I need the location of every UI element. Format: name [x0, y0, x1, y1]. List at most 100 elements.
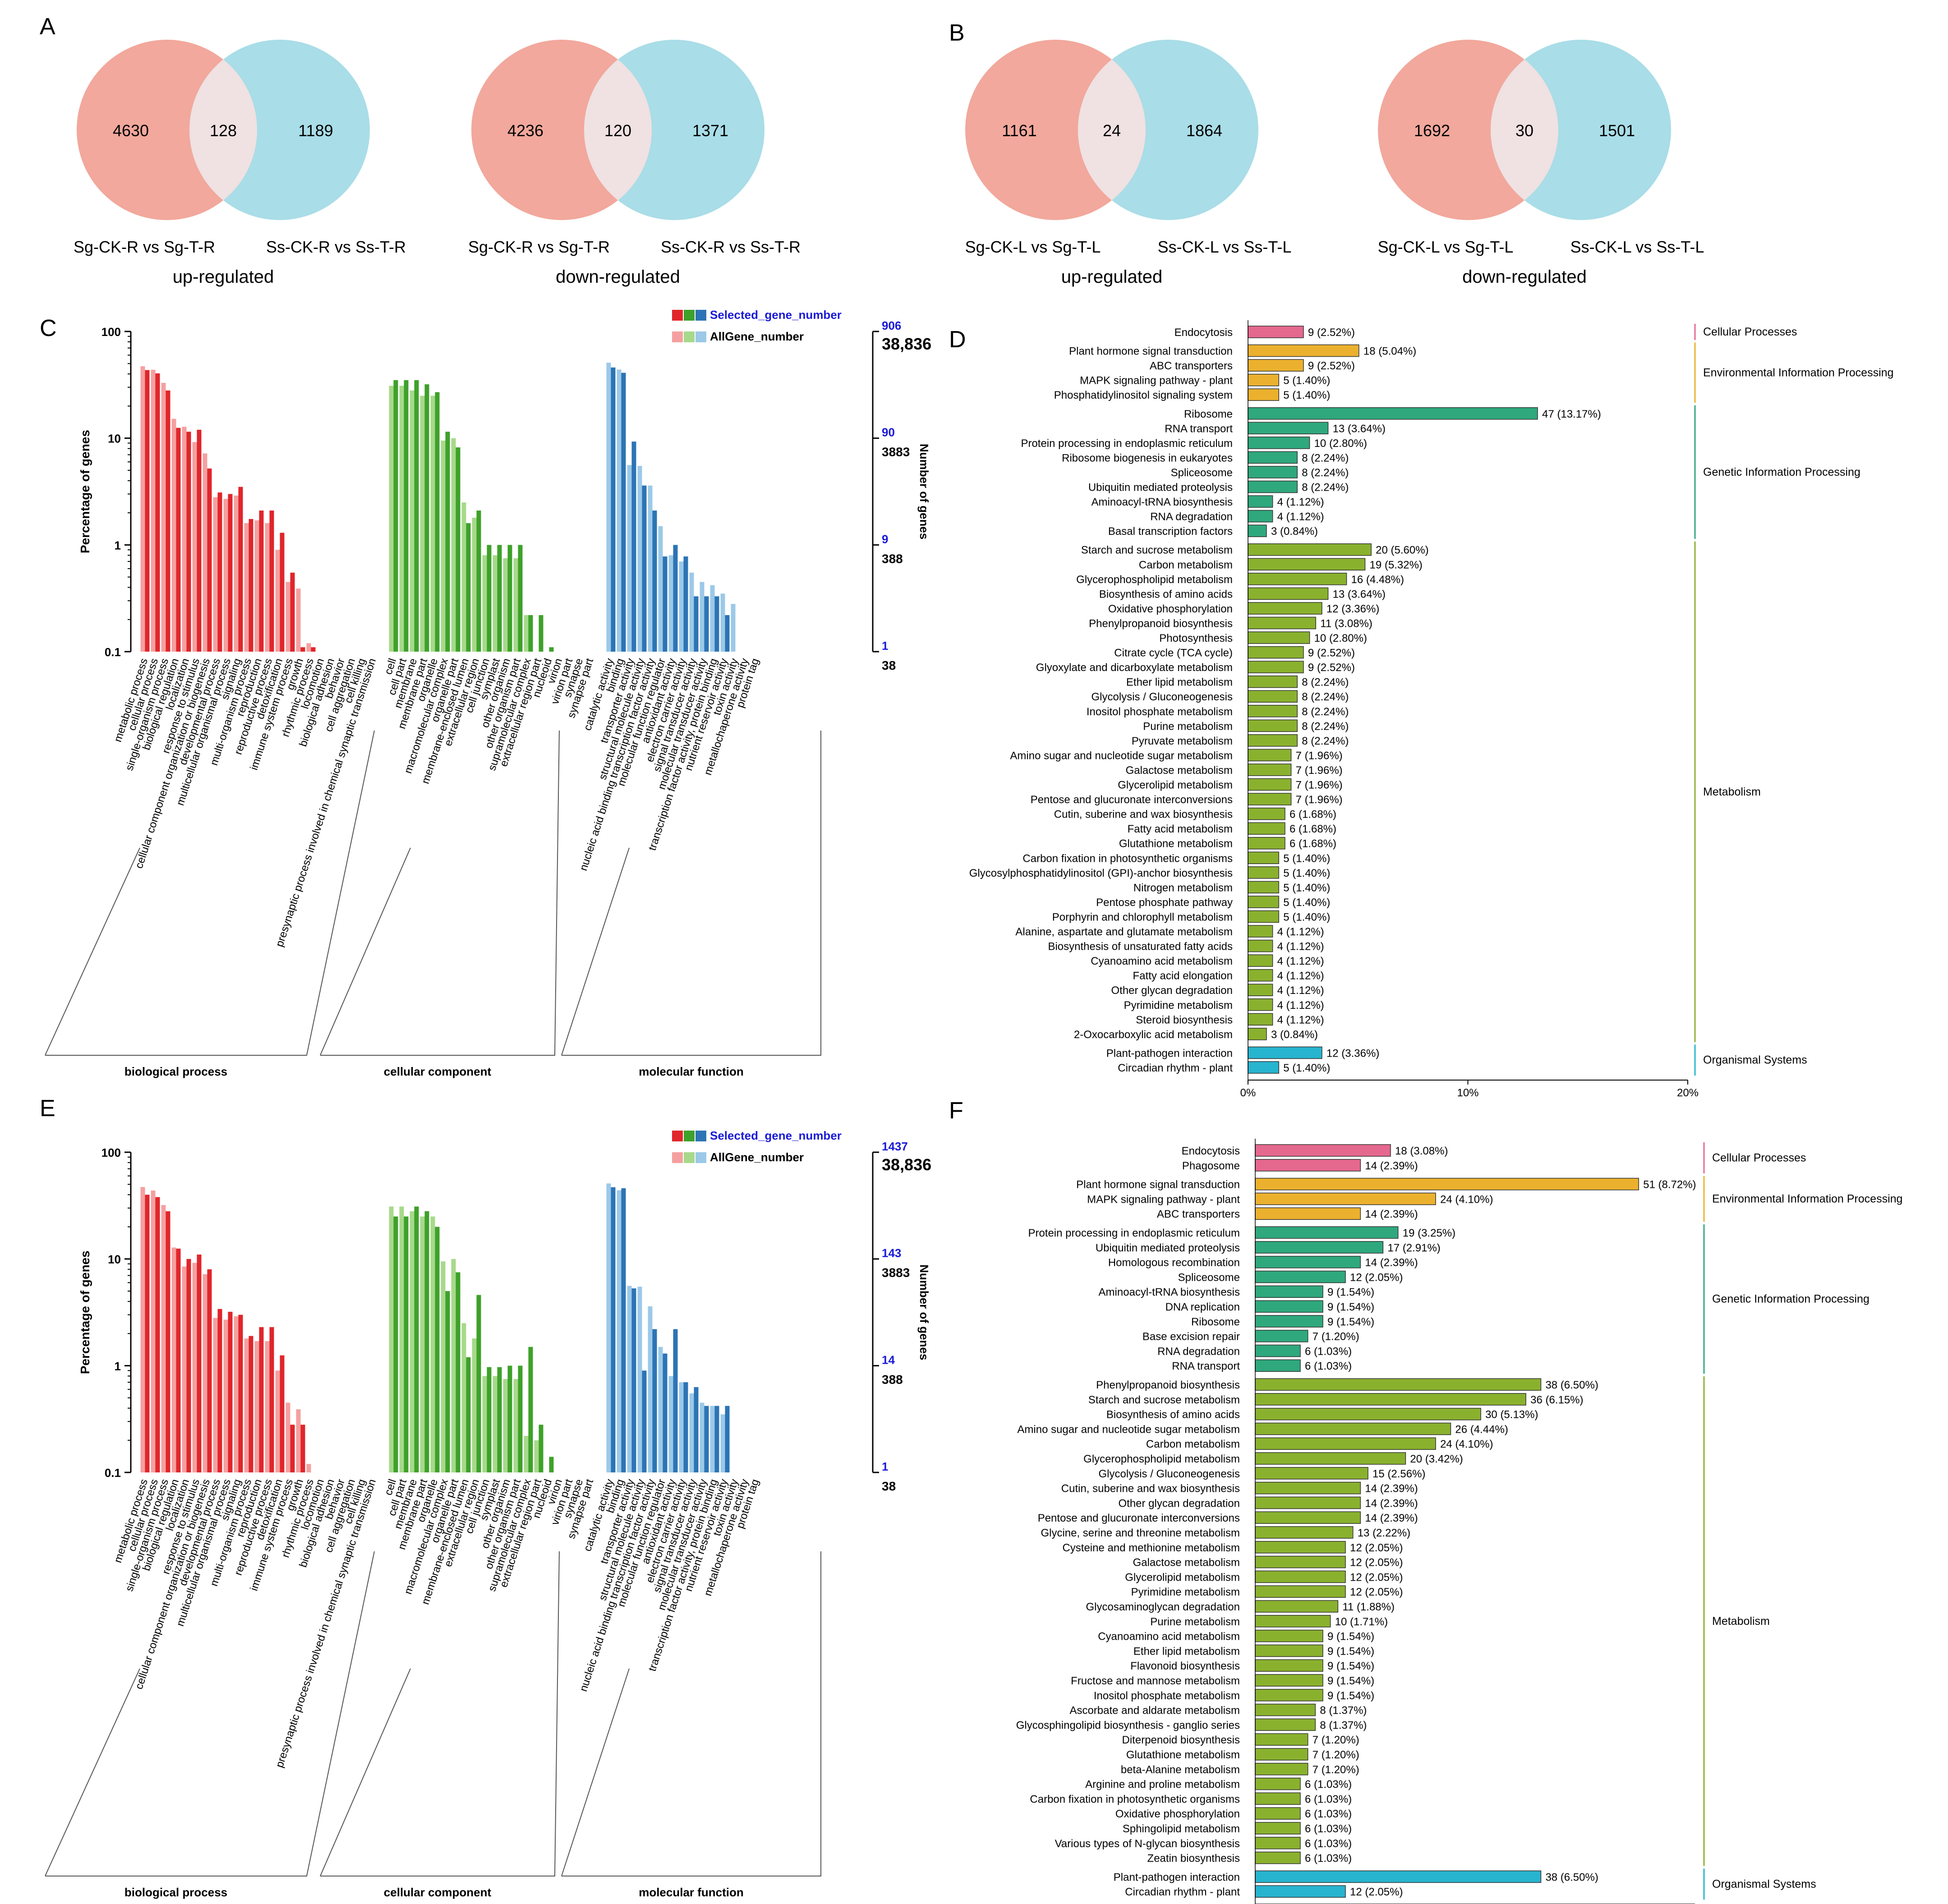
bar-all-nucleic-acid-binding-transcription-factor-activity	[648, 485, 653, 652]
bar-value-label: 8 (2.24%)	[1302, 691, 1349, 703]
bar-value-label: 4 (1.12%)	[1277, 955, 1324, 967]
legend-label: Selected_gene_number	[710, 308, 842, 322]
bar-starch-and-sucrose-metabolism	[1255, 1393, 1526, 1406]
bar-glutathione-metabolism	[1255, 1748, 1308, 1761]
bar-selected-multi-organism-process	[249, 1336, 253, 1472]
bar-all-membrane-part	[420, 396, 425, 652]
bar-selected-nucleoid	[549, 1457, 554, 1472]
bar-all-organelle-part	[451, 1259, 456, 1472]
y2-all-tick-label: 3883	[882, 445, 910, 459]
pathway-label: DNA replication	[1165, 1301, 1240, 1313]
bar-all-growth	[296, 589, 301, 652]
legend-swatch	[684, 310, 695, 321]
bar-selected-transporter-activity	[631, 442, 636, 652]
bar-ubiquitin-mediated-proteolysis	[1255, 1241, 1384, 1254]
bar-pyruvate-metabolism	[1248, 734, 1298, 747]
group-label-cellular-component: cellular component	[384, 1886, 492, 1899]
pathway-label: Aminoacyl-tRNA biosynthesis	[1099, 1286, 1240, 1298]
y2-all-tick-label: 38	[882, 1479, 896, 1493]
bar-value-label: 12 (2.05%)	[1350, 1886, 1403, 1898]
bar-selected-reproductive-process	[269, 1327, 274, 1472]
pathway-label: Arginine and proline metabolism	[1085, 1779, 1240, 1791]
pathway-label: Zeatin biosynthesis	[1147, 1853, 1240, 1865]
bar-all-molecular-function-regulator	[658, 1347, 663, 1472]
y2-all-tick-label: 388	[882, 552, 903, 566]
y2-all-tick-label: 38,836	[882, 1155, 931, 1174]
bar-phenylpropanoid-biosynthesis	[1248, 616, 1317, 630]
pathway-label: Glycosylphosphatidylinositol (GPI)-ancho…	[969, 867, 1233, 879]
bar-dna-replication	[1255, 1300, 1323, 1313]
bar-value-label: 24 (4.10%)	[1440, 1438, 1493, 1450]
pathway-label: Biosynthesis of amino acids	[1099, 588, 1233, 600]
y-tick-label: 10	[108, 1253, 121, 1266]
bar-selected-structural-molecule-activity	[642, 1371, 647, 1472]
y-tick-label: 0.1	[105, 645, 121, 659]
pathway-label: RNA degradation	[1157, 1345, 1240, 1357]
bar-all-single-organism-process	[161, 1205, 166, 1472]
bar-all-macromolecular-complex	[441, 440, 446, 652]
pathway-label: Photosynthesis	[1159, 632, 1233, 644]
group-bracket-side	[45, 1668, 140, 1876]
bar-protein-processing-in-endoplasmic-reticulum	[1255, 1226, 1399, 1239]
pathway-label: Protein processing in endoplasmic reticu…	[1028, 1227, 1240, 1239]
venn-right-count: 1501	[1599, 121, 1635, 140]
bar-biosynthesis-of-amino-acids	[1248, 587, 1329, 600]
bar-value-label: 6 (1.68%)	[1289, 838, 1336, 850]
venn-left-label: Sg-CK-R vs Sg-T-R	[468, 238, 610, 256]
pathway-label: Pentose phosphate pathway	[1096, 897, 1233, 909]
bar-value-label: 24 (4.10%)	[1440, 1193, 1493, 1205]
pathway-label: Endocytosis	[1182, 1145, 1240, 1157]
pathway-label: Phenylpropanoid biosynthesis	[1096, 1379, 1240, 1391]
bar-glycerolipid-metabolism	[1255, 1570, 1346, 1583]
bar-all-cellular-process	[151, 369, 156, 652]
bar-all-cell-part	[399, 1206, 404, 1472]
pathway-label: Starch and sucrose metabolism	[1088, 1394, 1240, 1406]
bar-value-label: 12 (2.05%)	[1350, 1557, 1403, 1569]
bar-value-label: 36 (6.15%)	[1530, 1394, 1583, 1406]
bar-selected-structural-molecule-activity	[642, 485, 647, 652]
bar-value-label: 5 (1.40%)	[1283, 897, 1330, 909]
bar-value-label: 4 (1.12%)	[1277, 941, 1324, 953]
bar-value-label: 5 (1.40%)	[1283, 852, 1330, 865]
bar-all-multi-organism-process	[244, 523, 249, 652]
bar-all-extracellular-region-part	[534, 1440, 539, 1472]
bar-value-label: 9 (1.54%)	[1327, 1316, 1374, 1328]
bar-all-membrane-enclosed-lumen	[461, 1323, 466, 1472]
bar-value-label: 8 (2.24%)	[1302, 706, 1349, 718]
bar-glycolysis-gluconeogenesis	[1255, 1467, 1368, 1480]
bar-carbon-metabolism	[1255, 1437, 1436, 1450]
bar-value-label: 5 (1.40%)	[1283, 867, 1330, 879]
bar-value-label: 14 (2.39%)	[1365, 1483, 1418, 1495]
bar-glycerophospholipid-metabolism	[1255, 1452, 1406, 1465]
bar-selected-detoxification	[280, 533, 285, 652]
legend-label: Selected_gene_number	[710, 1129, 842, 1142]
bar-value-label: 10 (1.71%)	[1335, 1616, 1388, 1628]
bar-cyanoamino-acid-metabolism	[1248, 954, 1273, 967]
venn-left-count: 4630	[113, 121, 149, 140]
group-label-molecular-function: molecular function	[639, 1065, 744, 1078]
bar-selected-nucleic-acid-binding-transcription-factor-activity	[652, 510, 657, 652]
pathway-label: Various types of N-glycan biosynthesis	[1055, 1838, 1240, 1850]
venn-overlap-count: 24	[1103, 121, 1121, 140]
pathway-label: Cysteine and methionine metabolism	[1062, 1542, 1240, 1554]
bar-all-biological-regulation	[171, 419, 176, 652]
bar-all-immune-system-process	[286, 582, 290, 652]
bar-selected-membrane-part	[424, 1211, 429, 1472]
bar-all-other-organism	[503, 558, 508, 652]
bar-selected-nutrient-reservoir-activity	[725, 615, 730, 652]
bar-selected-binding	[621, 373, 626, 652]
venn-left-label: Sg-CK-L vs Sg-T-L	[1378, 238, 1514, 256]
bar-value-label: 16 (4.48%)	[1351, 574, 1404, 586]
bar-value-label: 12 (2.05%)	[1350, 1571, 1403, 1583]
bar-selected-molecular-transducer-activity	[704, 1406, 709, 1472]
pathway-label: Purine metabolism	[1150, 1616, 1240, 1628]
bar-amino-sugar-and-nucleotide-sugar-metabolism	[1248, 749, 1292, 762]
pathway-label: Glycerophospholipid metabolism	[1076, 574, 1233, 586]
bar-selected-transcription-factor-activity-protein-binding	[714, 596, 719, 652]
bar-value-label: 4 (1.12%)	[1277, 999, 1324, 1012]
bar-alanine-aspartate-and-glutamate-metabolism	[1248, 925, 1273, 938]
bar-value-label: 51 (8.72%)	[1643, 1179, 1696, 1191]
legend-label: AllGene_number	[710, 330, 804, 343]
bar-glycosaminoglycan-degradation	[1255, 1600, 1339, 1613]
bar-starch-and-sucrose-metabolism	[1248, 543, 1372, 556]
